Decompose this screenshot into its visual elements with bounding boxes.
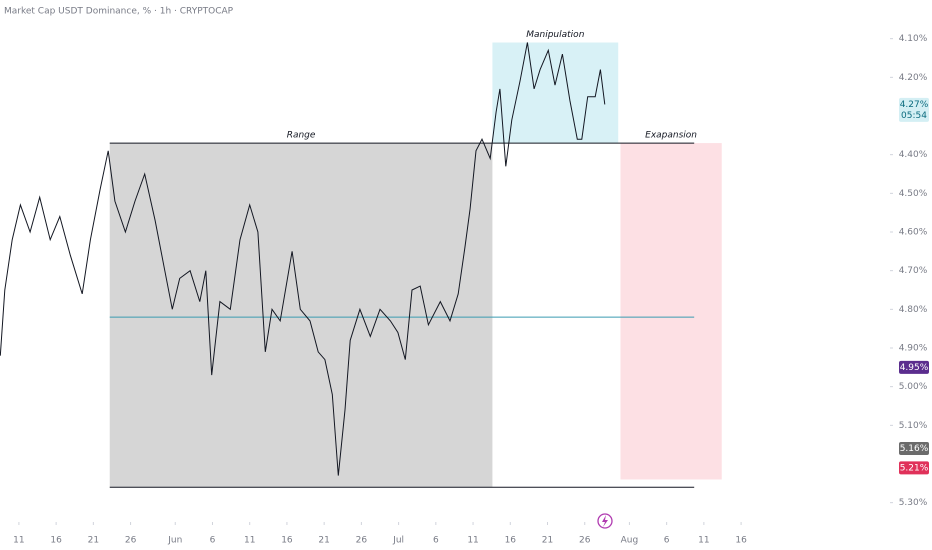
y-tick-label: 4.60%	[899, 228, 928, 238]
icon	[597, 513, 613, 529]
x-tick-label: 6	[664, 536, 670, 546]
y-tick-label: 4.50%	[899, 189, 928, 199]
x-tick-label: 11	[698, 536, 709, 546]
x-tick-label: 16	[735, 536, 747, 546]
x-tick-label: 26	[125, 536, 137, 546]
x-tick-label: Aug	[621, 536, 639, 546]
chart-title: Market Cap USDT Dominance, % · 1h · CRYP…	[4, 7, 234, 17]
y-tick-label: 4.80%	[899, 305, 928, 315]
x-tick-label: 11	[467, 536, 478, 546]
x-tick-label: 11	[244, 536, 255, 546]
price-marker-label: 4.27%	[900, 100, 929, 110]
x-tick-label: 21	[88, 536, 99, 546]
zone-label: Exapansion	[645, 131, 697, 141]
x-tick-label: 6	[433, 536, 439, 546]
price-marker-label: 4.95%	[900, 363, 929, 373]
price-marker	[899, 461, 929, 475]
y-tick-label: 5.10%	[899, 421, 928, 431]
y-tick-label: 4.10%	[899, 34, 928, 44]
y-tick-label: 4.40%	[899, 150, 928, 160]
price-marker-label: 5.16%	[900, 444, 929, 454]
x-tick-label: 11	[13, 536, 24, 546]
zone-box	[109, 143, 493, 488]
price-marker-label: 5.21%	[900, 463, 929, 473]
price-line	[0, 42, 606, 476]
axes: 11 16 21 26 Jun 6 11 16 21 26 Jul 6 11 16 21 26 Aug 6 11 16…	[13, 34, 929, 546]
y-tick-label: 4.70%	[899, 266, 928, 276]
zone-label: Manipulation	[526, 30, 584, 40]
y-tick-label: 4.20%	[899, 73, 928, 83]
price-marker	[899, 97, 929, 122]
x-tick-label: 16	[281, 536, 293, 546]
x-tick-label: 6	[210, 536, 216, 546]
y-tick-label: 5.00%	[899, 382, 928, 392]
price-marker	[899, 442, 929, 456]
x-tick-label: 26	[356, 536, 368, 546]
x-tick-label: 21	[542, 536, 553, 546]
price-marker-time: 05:54	[901, 111, 927, 121]
zone-box	[492, 42, 619, 144]
x-tick-label: 16	[50, 536, 62, 546]
x-tick-label: 21	[318, 536, 329, 546]
x-tick-label: Jul	[392, 536, 404, 546]
x-tick-label: 26	[579, 536, 591, 546]
y-tick-label: 5.30%	[899, 498, 928, 508]
plot-area: Range Manipulation Exapansion	[0, 30, 722, 488]
x-tick-label: 16	[505, 536, 517, 546]
zone-label: Range	[287, 131, 316, 141]
y-tick-label: 4.90%	[899, 344, 928, 354]
x-tick-label: Jun	[167, 536, 182, 546]
zone-box	[620, 143, 722, 480]
price-marker	[899, 360, 929, 374]
